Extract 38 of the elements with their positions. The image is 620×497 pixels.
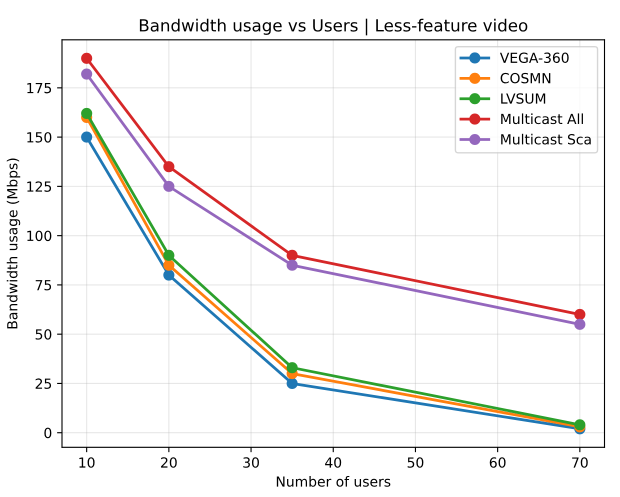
x-axis-title: Number of users <box>276 476 390 487</box>
point <box>163 260 174 271</box>
legend-label: LVSUM <box>501 93 546 104</box>
point <box>286 362 298 374</box>
y-tick-label: 75 <box>36 280 52 290</box>
x-tick-label: 70 <box>572 457 588 468</box>
x-tick-label: 10 <box>79 457 95 468</box>
legend-label: Multicast Sca <box>501 134 591 145</box>
legend-label: COSMN <box>500 72 550 84</box>
point <box>81 132 92 143</box>
x-tick-label: 50 <box>408 457 424 468</box>
point <box>163 161 174 172</box>
x-tick-label: 40 <box>325 457 342 468</box>
y-axis-title: Bandwidth usage (Mbps) <box>6 158 20 328</box>
point <box>163 270 174 281</box>
point <box>286 378 298 390</box>
point <box>574 308 586 320</box>
chart-title: Bandwidth usage vs Users | Less-feature video <box>140 18 528 36</box>
y-tick-label: 125 <box>27 181 52 192</box>
y-tick-label: 150 <box>27 132 52 143</box>
y-tick-label: 100 <box>27 230 52 242</box>
legend-label: VEGA-360 <box>500 52 569 64</box>
x-tick-label: 20 <box>161 457 177 468</box>
point <box>163 180 174 192</box>
point <box>81 68 92 80</box>
y-tick-label: 25 <box>36 378 52 389</box>
point <box>163 250 174 261</box>
point <box>286 260 298 271</box>
x-tick-label: 30 <box>243 457 259 468</box>
y-tick-label: 50 <box>36 329 52 340</box>
point <box>81 52 92 64</box>
y-tick-label: 0 <box>44 428 52 438</box>
x-tick-label: 60 <box>490 457 506 468</box>
point <box>286 250 298 261</box>
legend-label: Multicast All <box>501 113 583 124</box>
y-tick-label: 175 <box>27 82 52 94</box>
point <box>81 108 92 120</box>
point <box>574 318 586 330</box>
